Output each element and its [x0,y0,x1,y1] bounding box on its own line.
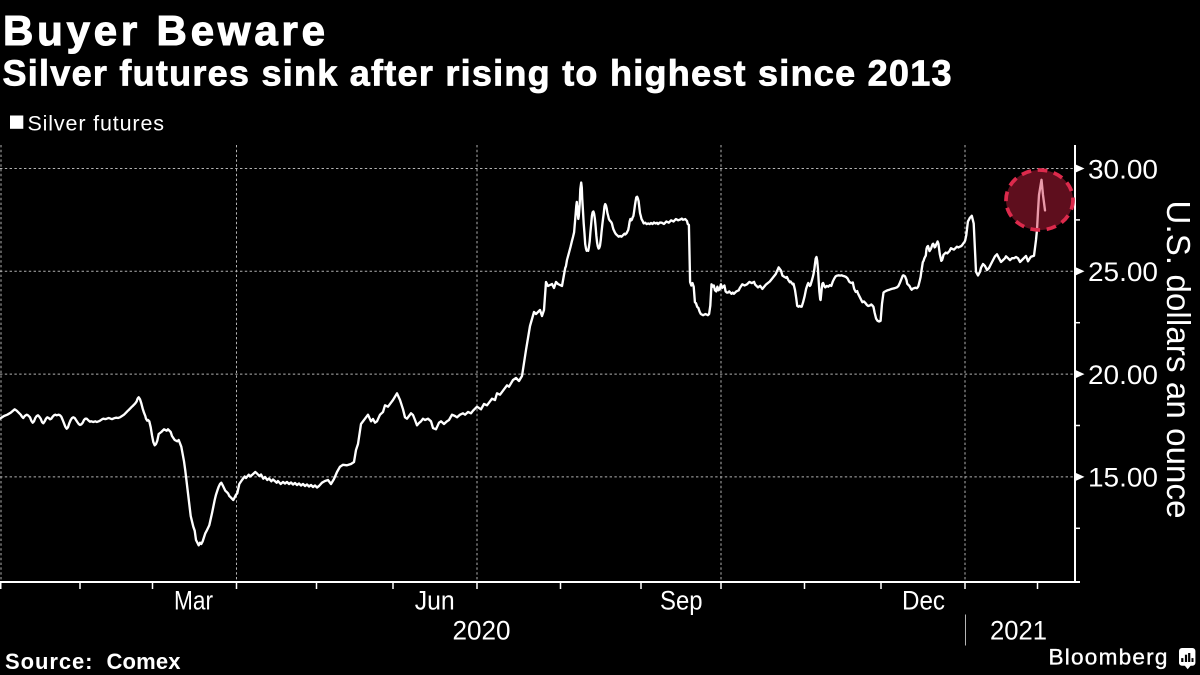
svg-text:2020: 2020 [453,616,511,646]
svg-text:2021: 2021 [990,616,1047,646]
svg-text:25.00: 25.00 [1088,257,1158,287]
svg-text:20.00: 20.00 [1088,360,1158,390]
svg-text:Silver futures sink after risi: Silver futures sink after rising to high… [3,53,952,94]
svg-text:Mar: Mar [174,585,213,615]
svg-text:Dec: Dec [902,585,945,615]
svg-text:15.00: 15.00 [1088,463,1158,493]
svg-text:Jun: Jun [415,585,455,615]
svg-text:Sep: Sep [660,585,703,615]
svg-text:Bloomberg: Bloomberg [1049,645,1168,670]
svg-text:Buyer Beware: Buyer Beware [3,7,325,54]
svg-text:U.S. dollars an ounce: U.S. dollars an ounce [1160,201,1197,519]
svg-text:Comex: Comex [107,649,182,674]
svg-text:Source:: Source: [5,649,93,674]
svg-text:30.00: 30.00 [1088,154,1158,184]
svg-text:Silver futures: Silver futures [28,112,165,136]
